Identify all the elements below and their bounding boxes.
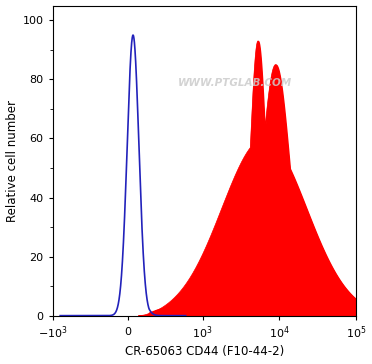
Text: WWW.PTGLAB.COM: WWW.PTGLAB.COM [178, 78, 292, 88]
X-axis label: CR-65063 CD44 (F10-44-2): CR-65063 CD44 (F10-44-2) [125, 345, 284, 359]
Y-axis label: Relative cell number: Relative cell number [6, 100, 19, 222]
